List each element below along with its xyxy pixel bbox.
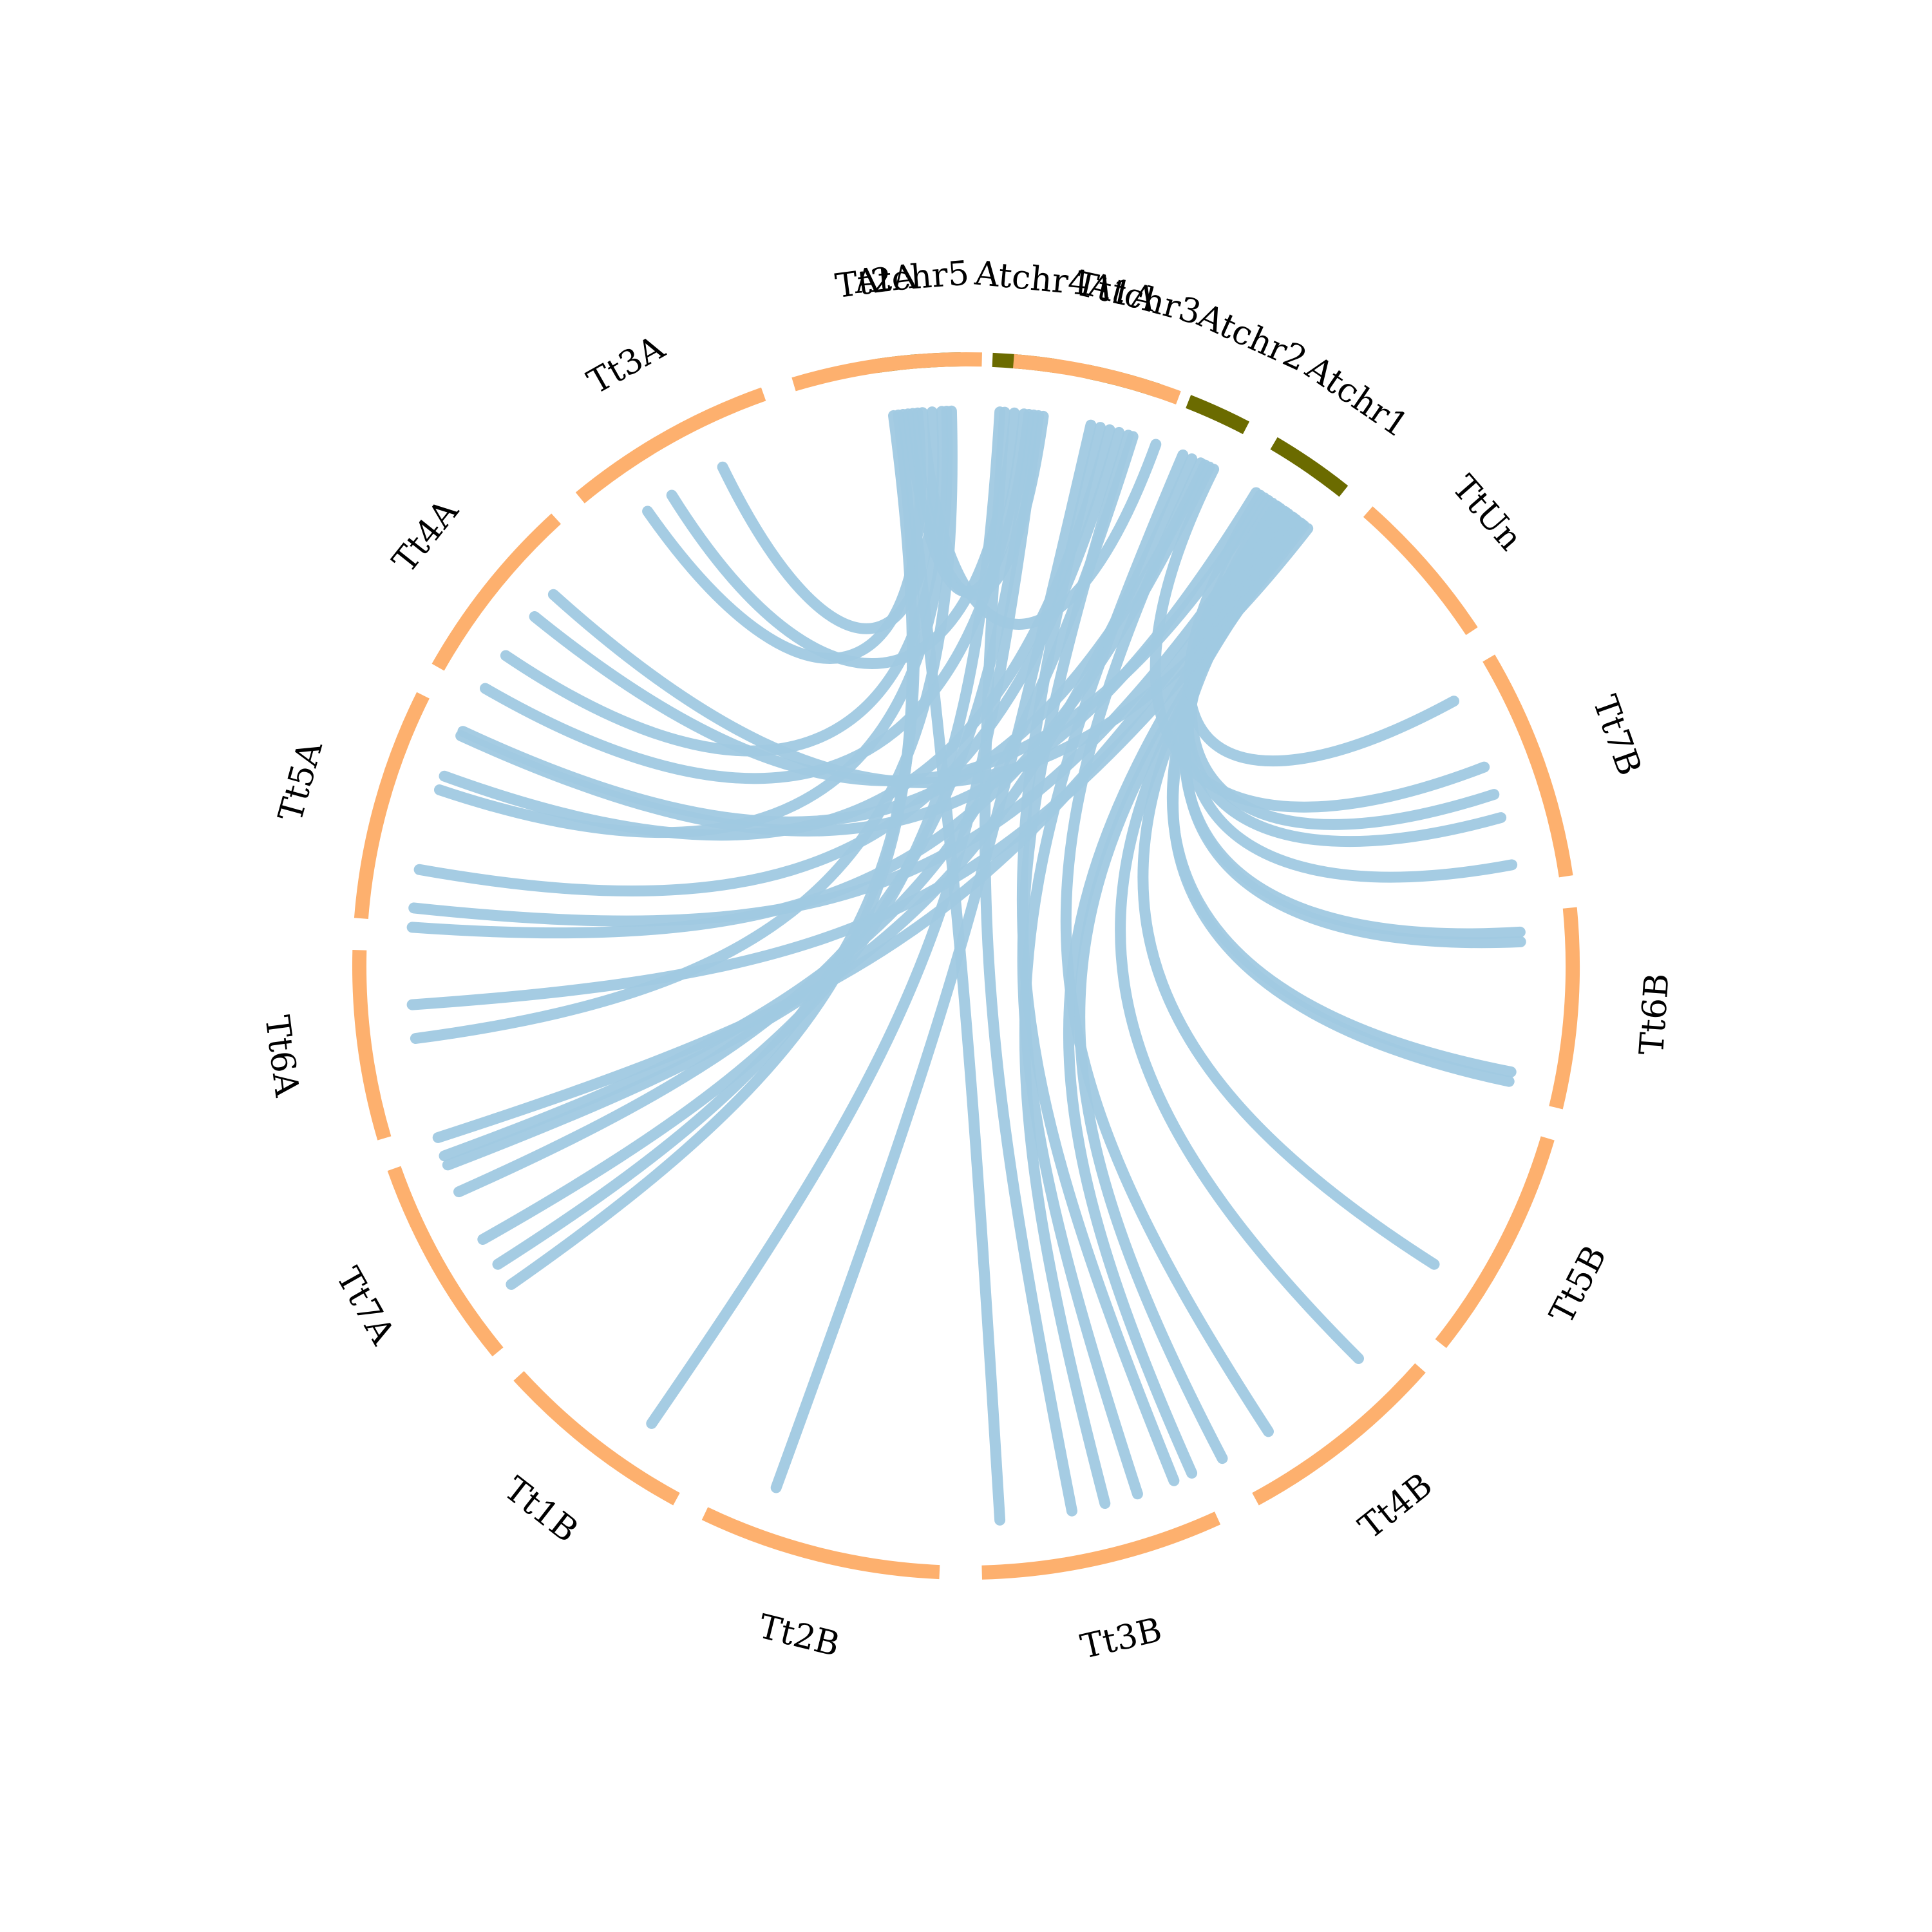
chromosome-segment-tt7b: [1482, 654, 1573, 878]
chromosome-label-tt7b: Tt7B: [1585, 690, 1649, 781]
chromosome-label-tt6a: Tt6A: [257, 1013, 306, 1099]
chromosome-segment-tt2a: [791, 352, 982, 392]
chromosome-ring: [352, 352, 1580, 1580]
synteny-link: [410, 405, 958, 1044]
chromosome-segment-tt1b: [513, 1370, 680, 1506]
synteny-link: [432, 507, 1292, 1143]
chromosome-segment-tt3a: [575, 387, 766, 504]
chromosome-label-tt1b: Tt1B: [497, 1470, 585, 1550]
chromosome-segment-tt4a: [431, 513, 562, 671]
chromosome-label-tt5a: Tt5A: [271, 736, 330, 826]
chromosome-label-tt4a: Tt4A: [385, 492, 466, 580]
chromosome-label-tt4b: Tt4B: [1352, 1466, 1440, 1547]
synteny-link: [406, 461, 1215, 939]
chromosome-label-ttun: TtUn: [1444, 468, 1530, 558]
synteny-link: [408, 501, 1283, 927]
synteny-link: [980, 406, 1077, 1517]
chromosome-segment-tt6b: [1549, 907, 1580, 1110]
chromosome-label-tt3a: Tt3A: [581, 328, 672, 402]
synteny-link: [1074, 518, 1307, 1464]
chromosome-segment-tt2b: [701, 1507, 940, 1580]
chromosome-segment-tt6a: [352, 950, 392, 1141]
chromosome-segment-atchr1: [1270, 437, 1349, 497]
chromosome-label-tt6b: Tt6B: [1633, 972, 1677, 1056]
chromosome-segment-tt5a: [354, 692, 430, 919]
links-layer: [406, 405, 1526, 1526]
chromosome-label-atchr5: Atchr5: [853, 254, 971, 301]
chromosome-label-tt7a: Tt7A: [328, 1261, 402, 1352]
synteny-link: [897, 409, 1006, 1526]
synteny-link: [1183, 489, 1459, 767]
chromosome-segment-ttun: [1363, 506, 1478, 636]
chromosome-label-tt5b: Tt5B: [1542, 1240, 1615, 1330]
synteny-link: [500, 406, 949, 757]
synteny-link: [1063, 512, 1300, 1479]
chromosome-segment-tt5b: [1435, 1136, 1555, 1349]
chromosome-segment-tt4b: [1252, 1363, 1426, 1506]
synteny-link: [717, 406, 940, 634]
chromosome-label-atchr1: Atchr1: [1298, 348, 1416, 446]
chromosome-label-tt2a: Tt2A: [833, 257, 920, 306]
synteny-link: [1060, 457, 1274, 1437]
chromosome-segment-tt7a: [387, 1166, 504, 1357]
chromosome-labels: Atchr5 Atchr4Atchr3Atchr2Atchr1TtUnTt7BTt…: [257, 254, 1677, 1667]
synteny-link: [646, 410, 1044, 1429]
chromosome-segment-tt1a: [1013, 354, 1181, 405]
chromosome-label-tt2b: Tt2B: [755, 1607, 844, 1665]
chromosome-segment-atchr2: [1186, 395, 1250, 435]
chromosome-segment-tt3b: [981, 1511, 1221, 1580]
chromosome-label-atchr2: Atchr2: [1191, 296, 1312, 379]
synteny-link: [770, 419, 1097, 1493]
chromosome-label-tt3b: Tt3B: [1077, 1611, 1166, 1667]
chromosome-label-tt1a: Tt1A: [1072, 264, 1160, 319]
synteny-link: [434, 406, 953, 838]
